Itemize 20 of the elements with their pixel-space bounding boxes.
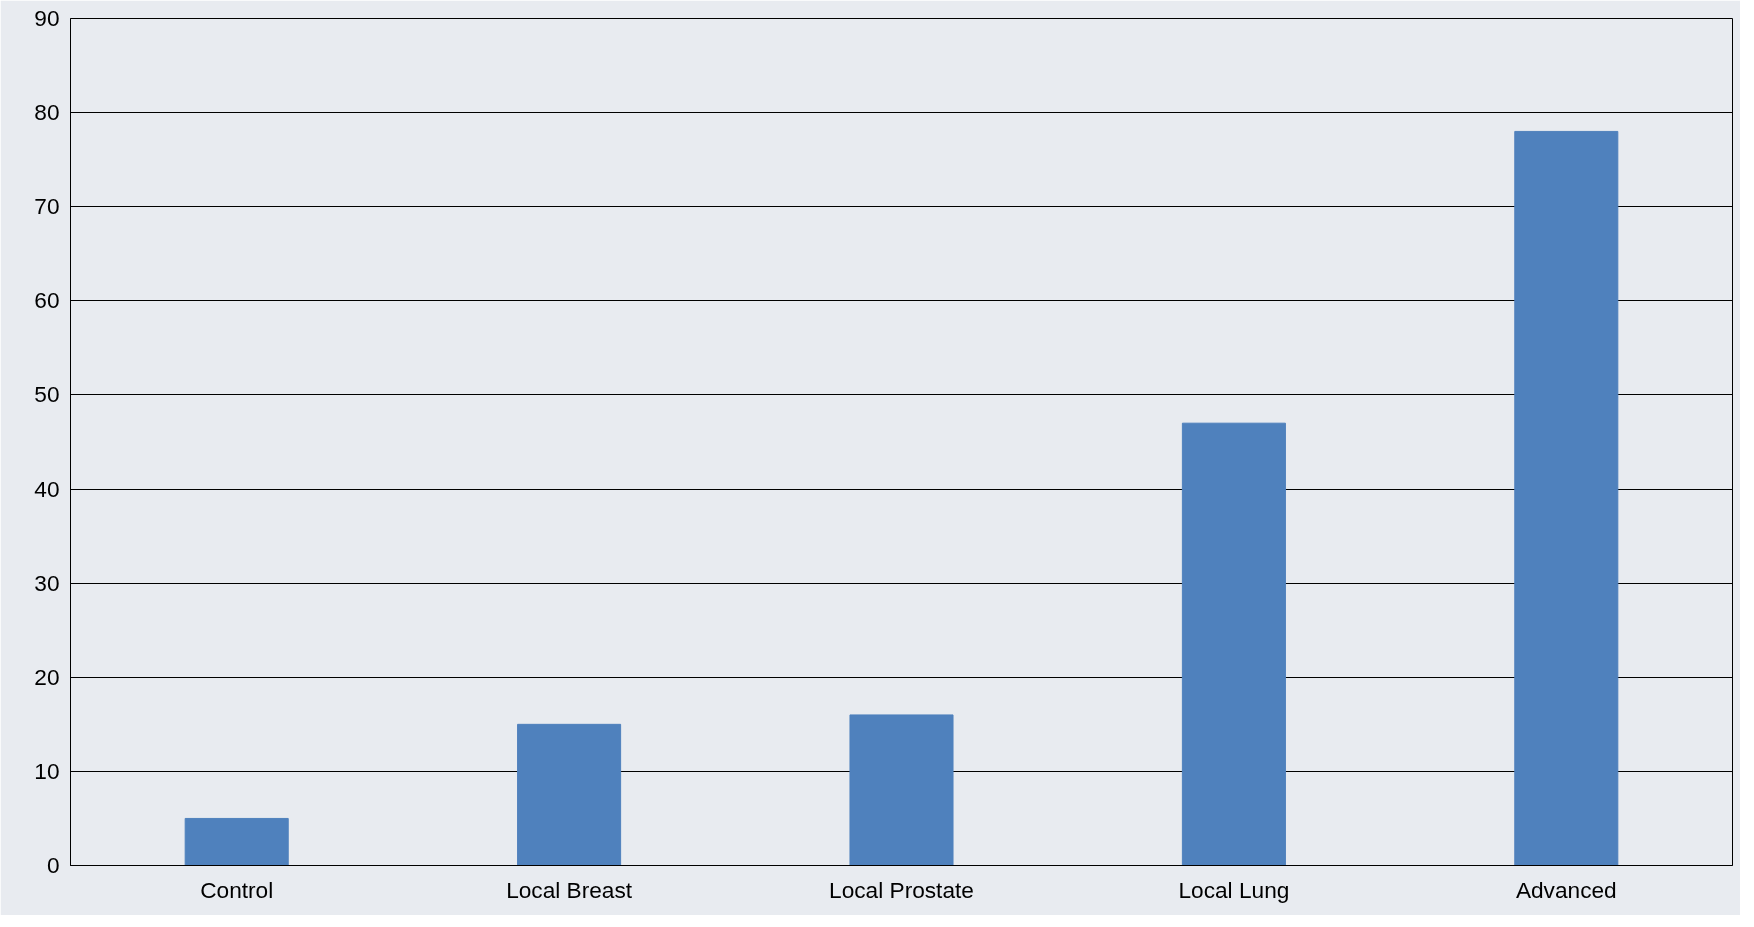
- y-tick-label: 60: [34, 287, 60, 314]
- y-tick-label: 40: [34, 475, 60, 502]
- y-tick-label: 90: [34, 5, 60, 31]
- x-tick-label: Advanced: [1515, 876, 1617, 903]
- bar: [517, 723, 622, 866]
- y-tick-label: 80: [34, 99, 60, 126]
- x-tick-label: Local Lung: [1178, 876, 1290, 903]
- y-tick-label: 70: [34, 193, 60, 220]
- y-tick-label: 30: [34, 569, 60, 596]
- x-tick-label: Local Prostate: [829, 876, 974, 903]
- bar: [1181, 422, 1286, 866]
- x-tick-label: Local Breast: [506, 876, 633, 903]
- bar: [1514, 130, 1619, 866]
- bar: [849, 714, 954, 866]
- y-tick-label: 0: [46, 852, 60, 878]
- bar: [184, 817, 289, 866]
- y-tick-label: 50: [34, 381, 60, 408]
- y-tick-label: 10: [34, 757, 60, 784]
- y-tick-label: 20: [34, 663, 60, 690]
- x-tick-label: Control: [200, 876, 274, 903]
